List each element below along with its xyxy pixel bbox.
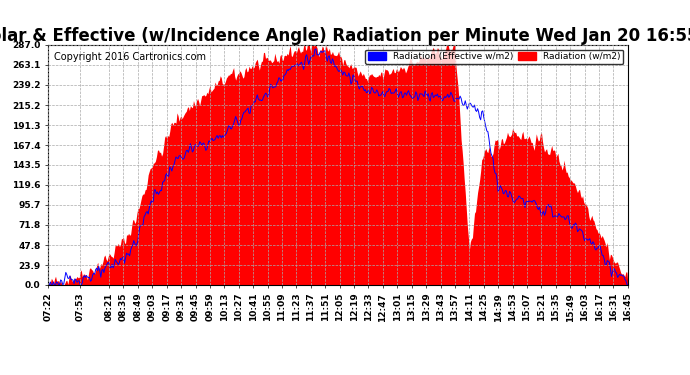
Text: Copyright 2016 Cartronics.com: Copyright 2016 Cartronics.com	[54, 52, 206, 62]
Legend: Radiation (Effective w/m2), Radiation (w/m2): Radiation (Effective w/m2), Radiation (w…	[365, 50, 623, 64]
Title: Solar & Effective (w/Incidence Angle) Radiation per Minute Wed Jan 20 16:55: Solar & Effective (w/Incidence Angle) Ra…	[0, 27, 690, 45]
